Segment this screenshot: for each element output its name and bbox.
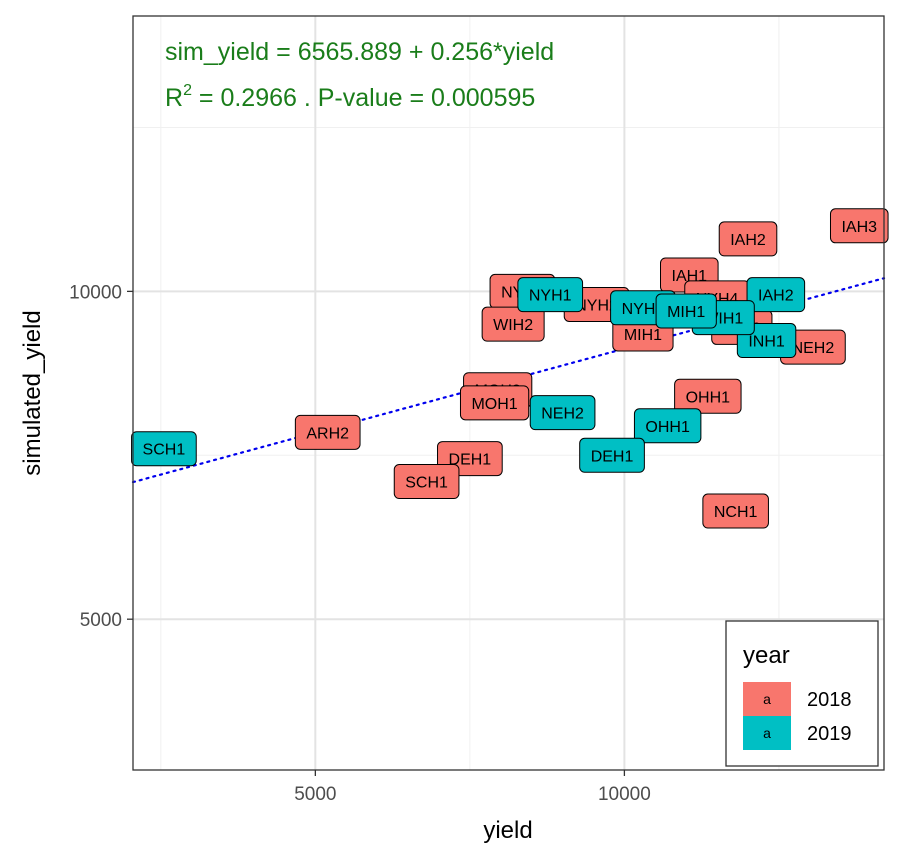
point-label-box <box>633 408 702 444</box>
r-symbol: R <box>165 84 183 112</box>
regression-annotation: sim_yield = 6565.889 + 0.256*yield R2 = … <box>165 38 554 112</box>
panel-border <box>132 15 885 771</box>
r-superscript: 2 <box>183 82 192 99</box>
point-label-box <box>131 431 197 467</box>
legend-entry: a 2018 <box>743 682 852 716</box>
point-label: OHH1 <box>674 378 742 414</box>
point-label-text: IAH3 <box>841 219 877 236</box>
point-label-box <box>655 293 717 329</box>
point-label: DEH1 <box>579 437 645 473</box>
legend-key-letter: a <box>763 725 771 741</box>
point-label: MOH1 <box>459 385 530 421</box>
axes-group: 5000 10000 5000 10000 <box>69 282 651 805</box>
point-label-text: DEH1 <box>591 448 634 465</box>
point-label-text: DEH1 <box>449 452 492 469</box>
point-label-box <box>579 437 645 473</box>
r-squared-rest: = 0.2966 . P-value = 0.000595 <box>192 84 535 112</box>
point-label: NEH2 <box>529 395 596 431</box>
point-label-text: OHH1 <box>686 389 731 406</box>
point-label-text: ARH2 <box>306 425 349 442</box>
legend-key-letter: a <box>763 691 771 707</box>
point-label-box <box>294 414 361 450</box>
point-label: WIH2 <box>481 306 545 342</box>
point-label-box <box>702 493 769 529</box>
point-label-text: MIH1 <box>667 304 705 321</box>
point-label: IAH2 <box>718 221 778 257</box>
x-tick-label: 5000 <box>294 784 336 805</box>
point-label-box <box>481 306 545 342</box>
point-labels-group: IAH3IAH2IAH1NYH1NYH2WIH2MIH1NYH4MIH2NEH2… <box>131 208 889 529</box>
y-tick-label: 5000 <box>80 610 122 631</box>
point-label-text: MOH1 <box>471 396 517 413</box>
point-label-text: NCH1 <box>714 504 758 521</box>
legend-entry: a 2019 <box>743 716 852 750</box>
point-label-text: INH1 <box>748 334 785 351</box>
point-label: IAH3 <box>829 208 889 244</box>
point-label: NEH2 <box>780 329 846 365</box>
point-label-box <box>718 221 778 257</box>
legend-title: year <box>743 642 790 669</box>
point-label-box <box>393 464 460 500</box>
legend-entry-label: 2018 <box>807 689 852 711</box>
point-label: OHH1 <box>633 408 702 444</box>
legend-entry-label: 2019 <box>807 723 852 745</box>
legend-key <box>743 682 791 716</box>
y-axis-title: simulated_yield <box>19 310 46 475</box>
point-label-text: SCH1 <box>405 475 448 492</box>
x-tick-label: 10000 <box>598 784 651 805</box>
x-axis-title: yield <box>483 817 532 844</box>
point-label: NYH1 <box>517 277 584 313</box>
point-label-box <box>529 395 596 431</box>
point-label-text: IAH2 <box>758 288 794 305</box>
equation-text: sim_yield = 6565.889 + 0.256*yield <box>165 38 554 66</box>
point-label-text: OHH1 <box>645 419 690 436</box>
point-label: SCH1 <box>131 431 197 467</box>
point-label-box <box>746 277 806 313</box>
point-label-text: NYH2 <box>575 297 618 314</box>
point-label-text: NYH1 <box>529 288 572 305</box>
point-label: SCH1 <box>393 464 460 500</box>
r-squared-text: R2 = 0.2966 . P-value = 0.000595 <box>165 82 535 112</box>
point-label: ARH2 <box>294 414 361 450</box>
point-label-text: WIH2 <box>493 317 533 334</box>
legend: year a 2018 a 2019 <box>725 620 879 767</box>
point-label-text: NEH2 <box>541 406 584 423</box>
point-label-text: SCH1 <box>143 442 186 459</box>
point-label-text: NYH3 <box>622 301 665 318</box>
point-label-text: MIH1 <box>624 327 662 344</box>
point-label-text: NEH2 <box>792 340 835 357</box>
point-label-box <box>459 385 530 421</box>
point-label-box <box>517 277 584 313</box>
y-tick-label: 10000 <box>69 282 122 303</box>
point-label-box <box>674 378 742 414</box>
point-label-text: IAH2 <box>730 232 766 249</box>
point-label: NCH1 <box>702 493 769 529</box>
point-label: IAH2 <box>746 277 806 313</box>
point-label: MIH1 <box>655 293 717 329</box>
point-label-box <box>829 208 889 244</box>
legend-key <box>743 716 791 750</box>
